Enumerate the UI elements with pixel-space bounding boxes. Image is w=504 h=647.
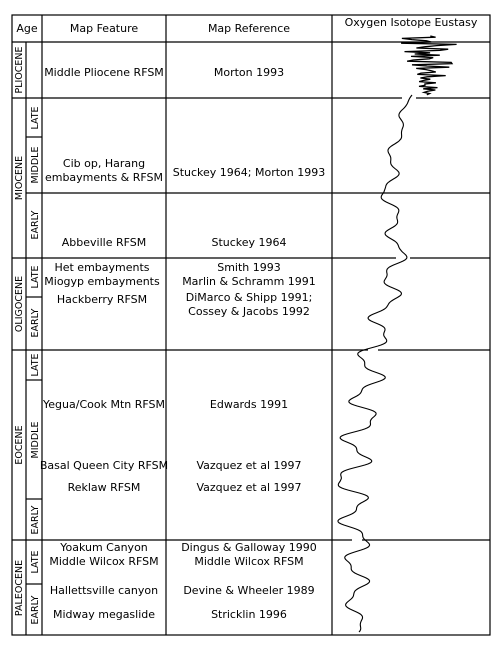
reference-text: Vazquez et al 1997 (196, 481, 301, 494)
reference-text: Smith 1993 (217, 261, 281, 274)
outer-border (11, 14, 491, 636)
header-eustasy: Oxygen Isotope Eustasy (345, 16, 478, 29)
reference-text: Cossey & Jacobs 1992 (188, 305, 310, 318)
sub-epoch-label: LATE (30, 106, 41, 129)
sub-epoch-label: EARLY (30, 210, 41, 239)
feature-text: Yegua/Cook Mtn RFSM (42, 398, 165, 411)
header-map-feature: Map Feature (70, 22, 139, 35)
eustasy-curve (337, 94, 413, 633)
feature-text: Abbeville RFSM (62, 236, 146, 249)
feature-text: Hallettsville canyon (50, 584, 158, 597)
epoch-eocene: EOCENE (14, 425, 25, 464)
reference-text: DiMarco & Shipp 1991; (186, 291, 313, 304)
sub-epoch-label: EARLY (30, 308, 41, 337)
sub-epoch-label: LATE (30, 265, 41, 288)
feature-text: Miogyp embayments (44, 275, 160, 288)
epoch-paleocene: PALEOCENE (14, 560, 25, 616)
eustasy-curve-area (337, 35, 457, 633)
epoch-miocene: MIOCENE (14, 156, 25, 200)
epoch-pliocene: PLIOCENE (14, 46, 25, 93)
feature-text: Basal Queen City RFSM (40, 459, 168, 472)
feature-text: Middle Wilcox RFSM (49, 555, 158, 568)
feature-text: Reklaw RFSM (68, 481, 141, 494)
sub-epoch-label: MIDDLE (30, 147, 41, 184)
sub-epoch-label: EARLY (30, 505, 41, 534)
sub-epoch-label: MIDDLE (30, 422, 41, 459)
feature-text: Middle Pliocene RFSM (44, 66, 164, 79)
feature-text: Yoakum Canyon (59, 541, 148, 554)
feature-text: Hackberry RFSM (57, 293, 147, 306)
reference-text: Devine & Wheeler 1989 (183, 584, 314, 597)
reference-text: Stuckey 1964 (211, 236, 286, 249)
eustasy-curve-pliocene (401, 35, 457, 96)
sub-epoch-label: EARLY (30, 595, 41, 624)
header-age: Age (16, 22, 38, 35)
reference-text: Middle Wilcox RFSM (194, 555, 303, 568)
reference-text: Dingus & Galloway 1990 (181, 541, 317, 554)
feature-text: Het embayments (54, 261, 149, 274)
feature-text: embayments & RFSM (45, 171, 163, 184)
reference-text: Vazquez et al 1997 (196, 459, 301, 472)
reference-text: Morton 1993 (214, 66, 284, 79)
sub-epoch-label: LATE (30, 353, 41, 376)
sub-epoch-label: LATE (30, 550, 41, 573)
grid (11, 14, 491, 636)
feature-text: Cib op, Harang (63, 157, 145, 170)
reference-text: Edwards 1991 (210, 398, 288, 411)
reference-text: Stuckey 1964; Morton 1993 (173, 166, 326, 179)
reference-text: Marlin & Schramm 1991 (182, 275, 316, 288)
header-map-reference: Map Reference (208, 22, 290, 35)
reference-text: Stricklin 1996 (211, 608, 287, 621)
epoch-oligocene: OLIGOCENE (14, 276, 25, 332)
feature-text: Midway megaslide (53, 608, 155, 621)
